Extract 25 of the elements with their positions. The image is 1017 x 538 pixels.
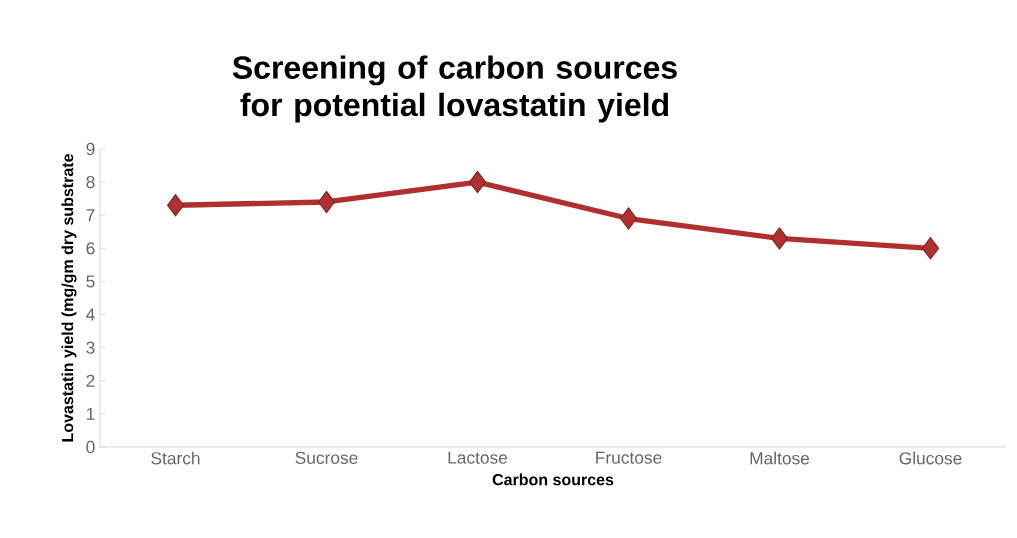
x-tick-label: Glucose: [899, 451, 962, 465]
point: [166, 194, 185, 217]
point: [770, 227, 789, 250]
point: [468, 170, 487, 194]
y-axis-title: Lovastatin yield (mg/gm dry substrate: [61, 154, 77, 442]
y-tick-label: 7: [86, 209, 95, 222]
y-tick-label: 0: [86, 440, 95, 454]
point: [921, 237, 940, 260]
point: [317, 190, 336, 214]
y-tick-label: 5: [86, 275, 95, 288]
x-tick-label: Starch: [151, 451, 200, 465]
y-tick-label: 2: [86, 374, 95, 387]
x-tick-label: Fructose: [596, 451, 662, 464]
chart-title: Screening of carbon sources for potential lovastatin yield: [232, 55, 677, 123]
y-tick-label: 3: [86, 341, 95, 354]
point: [619, 207, 638, 230]
y-tick-label: 1: [86, 407, 95, 420]
y-tick-label: 4: [86, 308, 95, 321]
x-axis-title: Carbon sources: [492, 473, 614, 486]
y-tick-label: 8: [86, 175, 95, 189]
y-tick-label: 9: [86, 142, 95, 156]
x-tick-label: Sucrose: [295, 451, 358, 464]
x-tick-label: Maltose: [750, 451, 810, 465]
y-tick-label: 6: [86, 242, 95, 255]
x-tick-label: Lactose: [448, 451, 508, 464]
